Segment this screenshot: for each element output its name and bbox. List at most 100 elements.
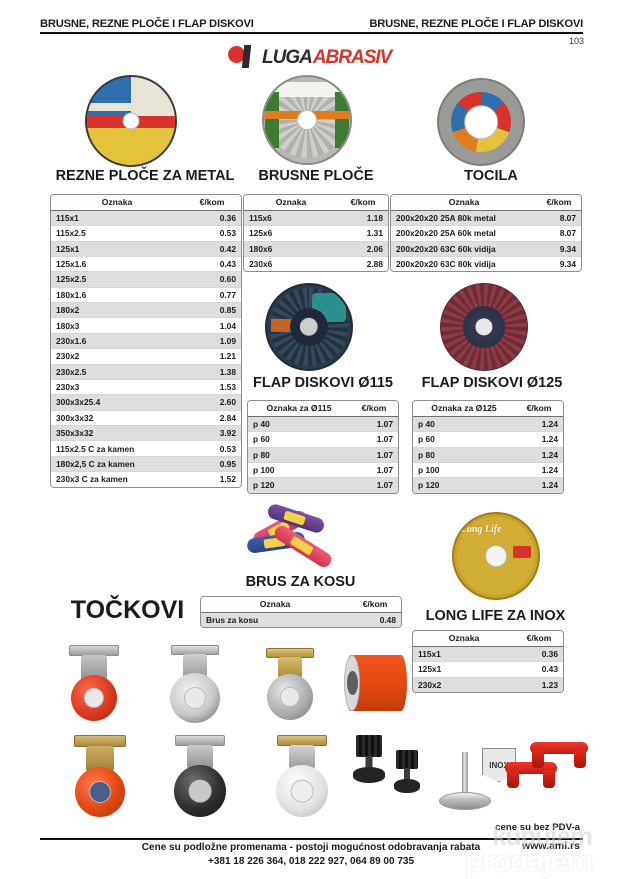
table-row: 230x2 1.23 [413,677,563,692]
cell-oznaka: 115x1 [51,210,183,227]
table-rezne-ploce: Oznaka €/kom 115x1 0.36 115x2.5 0.53 125x1 0.… [50,194,242,488]
section-title-rezne-ploce: REZNE PLOČE ZA METAL [55,168,235,184]
table-row: 115x6 1.18 [244,210,388,227]
cell-price: 1.24 [515,416,563,433]
cell-price: 1.09 [183,333,241,350]
table-row: 200x20x20 63C 80k vidija 9.34 [391,256,581,272]
table-row: p 40 1.24 [413,416,563,433]
table-row: p 60 1.07 [248,431,398,448]
cell-oznaka: 230x2.5 [51,364,183,380]
product-image-caster-gold-bracket [252,648,328,724]
cell-oznaka: p 80 [413,447,515,463]
cell-price: 1.24 [541,480,558,491]
cell-price: 0.43 [183,256,241,273]
product-image-leveling-foot-chrome [435,738,495,810]
product-image-caster-white-nylon [262,735,342,817]
table-row: 350x3x32 3.92 [51,425,241,442]
cell-price: 1.07 [350,462,398,479]
cell-oznaka: p 60 [413,431,515,448]
cell-oznaka: 125x1.6 [51,256,183,273]
product-image-caster-red-swivel [55,645,133,723]
watermark-line1: kupujem [492,820,593,851]
table-row: p 120 1.07 [248,477,398,493]
cell-price: 0.42 [183,241,241,257]
table-brusne-ploce: Oznaka €/kom 115x6 1.18 125x6 1.31 180x6 2.06… [243,194,389,273]
cell-price: 1.18 [338,210,388,227]
footer-price-note: Cene su podložne promenama - postoji mog… [141,842,481,853]
table-row: p 40 1.07 [248,416,398,433]
cell-oznaka: p 80 [248,447,350,463]
table-row: p 60 1.24 [413,431,563,448]
table-body-tocila: 200x20x20 25A 80k metal 8.07 200x20x20 25A… [391,210,581,272]
table-row: 125x1 0.42 [51,241,241,257]
table-row: Brus za kosu 0.48 [201,612,401,628]
page-header: BRUSNE, REZNE PLOČE I FLAP DISKOVI BRUSN… [40,18,584,46]
cell-oznaka: p 40 [248,416,350,433]
cell-oznaka: 115x2.5 [51,225,183,242]
product-image-flap-115 [265,283,353,371]
footer-phone-numbers: +381 18 226 364, 018 222 927, 064 89 00 … [207,856,415,867]
long-life-label: Long Life [460,524,502,536]
col-header-oznaka: Oznaka za Ø115 [248,401,350,417]
table-row: p 100 1.24 [413,462,563,479]
table-body-brus-za-kosu: Brus za kosu 0.48 [201,612,401,628]
product-image-flap-125 [440,283,528,371]
cell-price: 9.34 [537,241,581,257]
cell-oznaka: p 100 [248,462,350,479]
product-image-long-life: Long Life [452,512,540,600]
section-title-tockovi: TOČKOVI [70,596,185,624]
product-image-leveling-foot-black-large [352,735,386,791]
cell-oznaka: 180x1.6 [51,287,183,304]
product-image-handle-red-front [505,762,557,792]
cell-oznaka: 180x3 [51,317,183,334]
cell-price: 1.24 [515,447,563,463]
section-title-flap-115: FLAP DISKOVI Ø115 [253,375,393,391]
brand-logo: LUGA ABRASIV [228,44,392,70]
cell-price: 2.06 [338,241,388,257]
cell-oznaka: 230x3 C za kamen [56,474,128,485]
table-row: 230x6 2.88 [244,256,388,272]
table-body-long-life: 115x1 0.36 125x1 0.43 230x2 1.23 [413,646,563,692]
cell-price: 8.07 [537,210,581,227]
table-row: 180x1.6 0.77 [51,287,241,304]
page-number: 103 [568,36,584,46]
table-row: 230x1.6 1.09 [51,333,241,350]
product-image-caster-black-rubber [160,735,240,817]
cell-oznaka: 230x1.6 [51,333,183,350]
table-row: 230x2 1.21 [51,348,241,365]
table-flap-125: Oznaka za Ø125 €/kom p 40 1.24 p 60 1.24 p 8… [412,400,564,494]
website-link[interactable]: www.ami.rs [522,840,580,852]
product-image-roller-orange [344,655,407,711]
cell-oznaka: 200x20x20 63C 80k vidija [396,259,496,270]
product-image-caster-grey-brake [155,645,235,725]
cell-oznaka: 125x1 [51,241,183,257]
cell-price: 2.60 [183,394,241,411]
table-body-brusne-ploce: 115x6 1.18 125x6 1.31 180x6 2.06 230x6 2.88 [244,210,388,272]
cell-oznaka: 115x1 [413,646,515,663]
cell-oznaka: 125x6 [244,225,338,242]
luga-logo-mark-icon [228,44,258,70]
col-header-price: €/kom [350,401,398,417]
col-header-oznaka: Oznaka [244,195,338,211]
watermark-line2: prodajem [464,845,593,878]
header-title-right: BRUSNE, REZNE PLOČE I FLAP DISKOVI [369,18,583,30]
col-header-oznaka: Oznaka [413,631,515,647]
cell-oznaka: 200x20x20 63C 60k vidija [391,241,537,257]
cell-price: 2.88 [366,259,383,270]
cell-oznaka: 200x20x20 25A 80k metal [391,210,537,227]
table-body-rezne-ploce: 115x1 0.36 115x2.5 0.53 125x1 0.42 125x1.6 0.43… [51,210,241,487]
cell-price: 0.53 [183,225,241,242]
table-body-flap-125: p 40 1.24 p 60 1.24 p 80 1.24 p 100 1.24 p 120 1.… [413,416,563,493]
product-image-brus-za-kosu [245,502,355,573]
col-header-oznaka: Oznaka [201,597,349,613]
brand-name-luga: LUGA [262,46,313,68]
table-row: 200x20x20 25A 80k metal 8.07 [391,210,581,227]
col-header-oznaka: Oznaka [51,195,183,211]
cell-oznaka: Brus za kosu [206,614,259,625]
cell-price: 1.04 [183,317,241,334]
cell-price: 0.43 [515,661,563,678]
cell-price: 1.21 [183,348,241,365]
cell-price: 0.36 [183,210,241,227]
cell-price: 1.24 [515,431,563,448]
cell-oznaka: 180x6 [244,241,338,257]
